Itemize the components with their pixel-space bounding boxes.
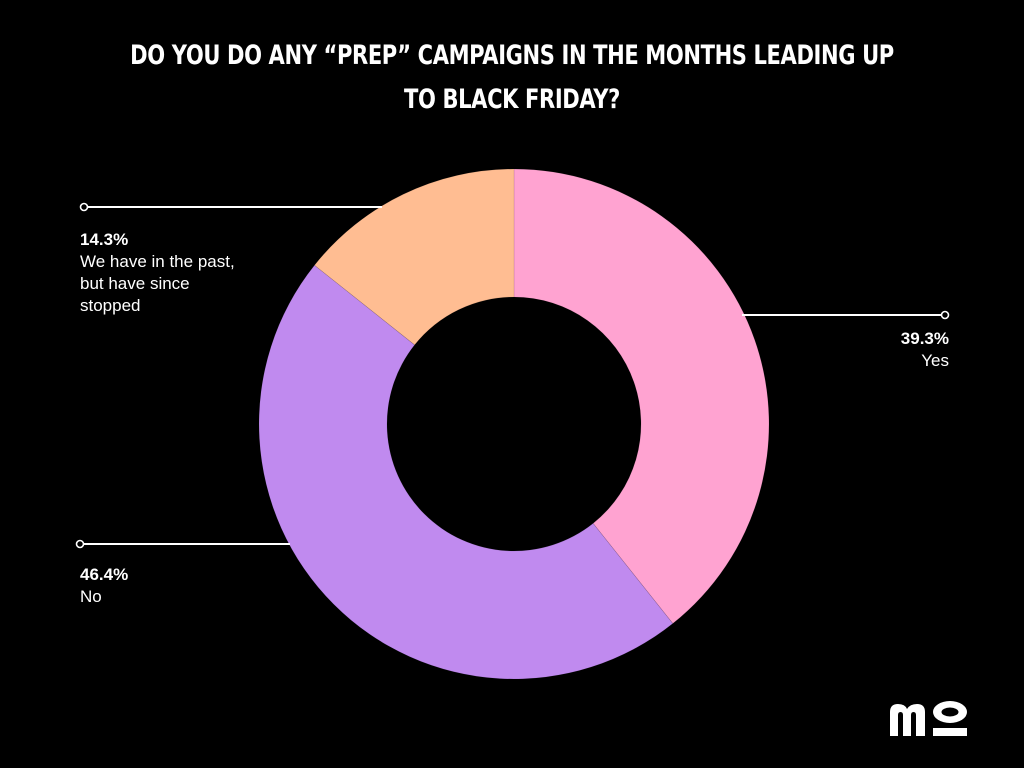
- slice-label-no-name: No: [80, 587, 102, 606]
- chart-title-line-2: TO BLACK FRIDAY?: [404, 84, 620, 115]
- slice-label-no: 46.4% No: [80, 564, 240, 608]
- mo-logo-icon: [890, 701, 967, 736]
- slice-label-past-name: We have in the past, but have since stop…: [80, 252, 235, 315]
- leader-line-past: [79, 202, 382, 212]
- donut-slice-no: [258, 264, 674, 680]
- slice-label-no-percent: 46.4%: [80, 565, 129, 584]
- leader-lines: [75, 202, 950, 549]
- slice-label-past: 14.3% We have in the past, but have sinc…: [80, 229, 240, 317]
- slice-label-yes: 39.3% Yes: [830, 328, 949, 372]
- leader-line-no: [75, 539, 290, 549]
- chart-title: DO YOU DO ANY “PREP” CAMPAIGNS IN THE MO…: [113, 34, 912, 122]
- donut-slice-yes: [513, 168, 770, 624]
- donut-slice-past: [314, 168, 515, 346]
- leader-line-yes: [742, 310, 950, 320]
- chart-title-line-1: DO YOU DO ANY “PREP” CAMPAIGNS IN THE MO…: [130, 40, 894, 71]
- slice-label-yes-name: Yes: [921, 351, 949, 370]
- slice-label-past-percent: 14.3%: [80, 230, 129, 249]
- donut-slices: [258, 168, 770, 680]
- slice-label-yes-percent: 39.3%: [900, 329, 949, 348]
